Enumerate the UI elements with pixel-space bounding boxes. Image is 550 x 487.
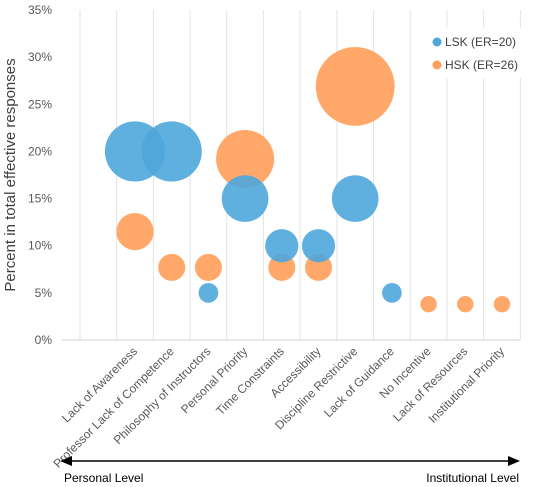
y-axis-label: Percent in total effective responses [2, 58, 19, 291]
level-arrow-left-head [60, 456, 72, 466]
legend-lsk-label: LSK (ER=20) [445, 35, 516, 49]
lsk-bubble [221, 175, 269, 222]
y-axis-ticks: 0% 5% 10% 15% 20% 25% 30% 35% [28, 3, 52, 347]
hsk-bubble [158, 253, 186, 281]
lsk-bubble [265, 229, 299, 263]
y-tick-label: 0% [35, 333, 53, 347]
series-lsk-bubbles [104, 121, 402, 303]
y-tick-label: 25% [28, 97, 52, 111]
legend-box [420, 28, 528, 78]
level-arrow-right-head [508, 456, 520, 466]
hsk-bubble [315, 46, 395, 126]
personal-level-label: Personal Level [64, 471, 143, 485]
legend-lsk-marker [432, 37, 442, 47]
y-tick-label: 5% [35, 286, 53, 300]
hsk-bubble [116, 212, 154, 251]
hsk-bubble [493, 295, 511, 313]
hsk-bubble [457, 295, 474, 313]
lsk-bubble [301, 229, 336, 263]
lsk-bubble [331, 175, 379, 222]
hsk-bubble [194, 253, 222, 281]
y-tick-label: 30% [28, 50, 52, 64]
lsk-bubble [198, 283, 219, 303]
hsk-bubble [216, 129, 275, 188]
y-tick-label: 15% [28, 192, 52, 206]
legend-hsk-label: HSK (ER=26) [445, 58, 518, 72]
legend-hsk-marker [432, 60, 442, 70]
lsk-bubble [382, 283, 402, 303]
y-tick-label: 20% [28, 144, 52, 158]
hsk-bubble [420, 295, 437, 313]
y-tick-label: 35% [28, 3, 52, 17]
y-tick-label: 10% [28, 239, 52, 253]
lsk-bubble [141, 121, 202, 182]
x-tick-label: Personal Priority [178, 344, 250, 416]
institutional-level-label: Institutional Level [426, 471, 519, 485]
